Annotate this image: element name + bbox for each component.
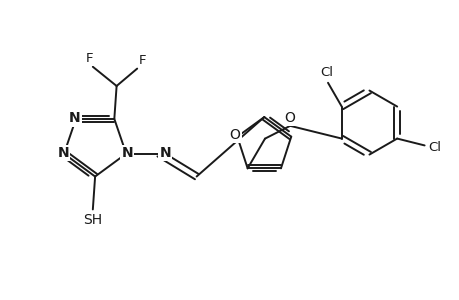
Text: F: F bbox=[85, 52, 93, 65]
Text: O: O bbox=[284, 111, 295, 124]
Text: O: O bbox=[229, 128, 240, 142]
Text: Cl: Cl bbox=[427, 141, 440, 154]
Text: F: F bbox=[139, 54, 146, 67]
Text: Cl: Cl bbox=[320, 66, 333, 79]
Text: N: N bbox=[69, 111, 81, 125]
Text: SH: SH bbox=[83, 212, 102, 226]
Text: N: N bbox=[57, 146, 69, 160]
Text: N: N bbox=[121, 146, 133, 160]
Text: N: N bbox=[159, 146, 170, 160]
